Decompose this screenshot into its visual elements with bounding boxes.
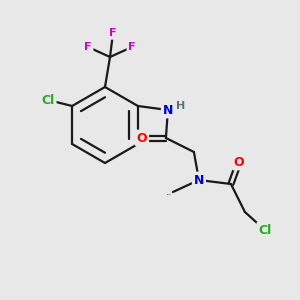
Text: O: O <box>234 155 244 169</box>
Text: O: O <box>136 131 147 145</box>
Text: F: F <box>84 42 92 52</box>
Text: Cl: Cl <box>258 224 272 236</box>
Text: F: F <box>128 42 136 52</box>
Text: H: H <box>176 101 185 111</box>
Text: N: N <box>194 173 204 187</box>
Text: Cl: Cl <box>41 94 55 106</box>
Text: methyl: methyl <box>167 194 171 195</box>
Text: N: N <box>163 103 173 116</box>
Text: F: F <box>109 28 117 38</box>
